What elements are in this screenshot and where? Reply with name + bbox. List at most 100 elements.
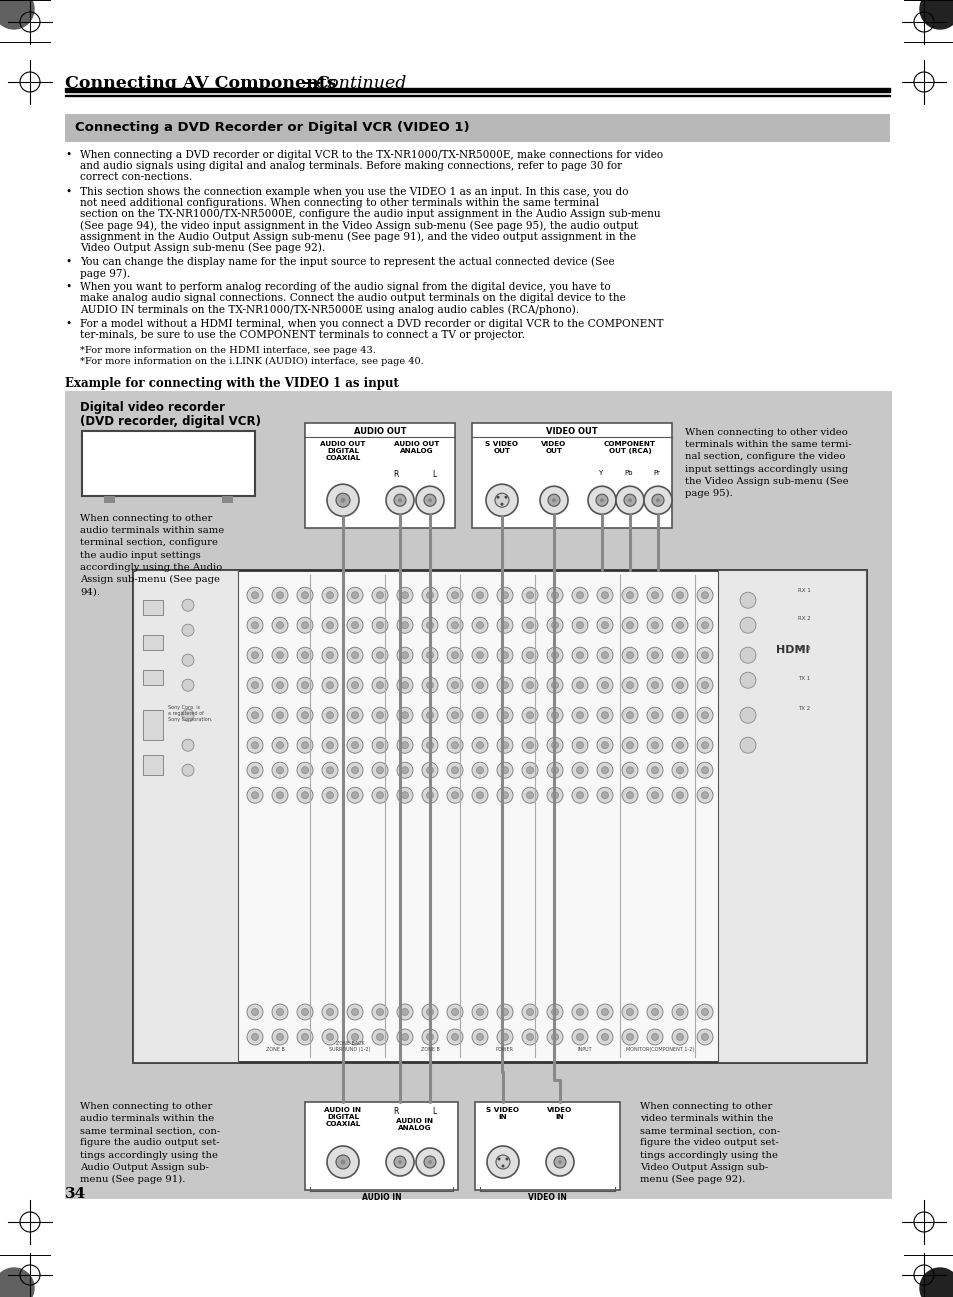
Circle shape <box>347 707 363 724</box>
Circle shape <box>426 1034 433 1040</box>
Text: section on the TX-NR1000/TX-NR5000E, configure the audio input assignment in the: section on the TX-NR1000/TX-NR5000E, con… <box>80 209 659 219</box>
Text: Example for connecting with the VIDEO 1 as input: Example for connecting with the VIDEO 1 … <box>65 377 398 390</box>
Circle shape <box>526 742 533 748</box>
Circle shape <box>671 617 687 633</box>
Circle shape <box>546 588 562 603</box>
Circle shape <box>697 787 712 803</box>
Bar <box>132 571 865 1062</box>
Circle shape <box>401 712 408 719</box>
Circle shape <box>676 1009 682 1016</box>
Circle shape <box>401 591 408 599</box>
Circle shape <box>401 682 408 689</box>
Circle shape <box>416 486 443 514</box>
Circle shape <box>497 1157 500 1161</box>
Text: (DVD recorder, digital VCR): (DVD recorder, digital VCR) <box>80 415 261 428</box>
Circle shape <box>351 1034 358 1040</box>
Circle shape <box>451 742 458 748</box>
Circle shape <box>551 651 558 659</box>
Circle shape <box>326 712 334 719</box>
Circle shape <box>401 742 408 748</box>
Circle shape <box>521 1029 537 1045</box>
Circle shape <box>351 767 358 774</box>
Circle shape <box>326 1034 334 1040</box>
Text: AUDIO OUT
DIGITAL
COAXIAL: AUDIO OUT DIGITAL COAXIAL <box>320 441 365 462</box>
Circle shape <box>526 791 533 799</box>
Circle shape <box>447 588 462 603</box>
Circle shape <box>301 591 308 599</box>
Circle shape <box>276 1009 283 1016</box>
Circle shape <box>496 1156 510 1169</box>
Text: ZONE B: ZONE B <box>265 1047 284 1052</box>
Circle shape <box>572 763 587 778</box>
Circle shape <box>386 1148 414 1176</box>
Circle shape <box>551 712 558 719</box>
Circle shape <box>252 712 258 719</box>
Circle shape <box>521 677 537 693</box>
Circle shape <box>505 1157 508 1161</box>
Circle shape <box>476 767 483 774</box>
Circle shape <box>252 791 258 799</box>
Circle shape <box>451 712 458 719</box>
Circle shape <box>276 712 283 719</box>
Circle shape <box>252 621 258 629</box>
Circle shape <box>272 737 288 754</box>
Circle shape <box>626 712 633 719</box>
Circle shape <box>322 1004 337 1019</box>
Circle shape <box>700 1034 708 1040</box>
Text: assignment in the Audio Output Assign sub-menu (See page 91), and the video outp: assignment in the Audio Output Assign su… <box>80 231 636 243</box>
Circle shape <box>376 712 383 719</box>
Text: TX 2: TX 2 <box>797 706 809 711</box>
Circle shape <box>252 1034 258 1040</box>
Circle shape <box>601 767 608 774</box>
Circle shape <box>421 588 437 603</box>
Text: When connecting to other
audio terminals within same
terminal section, configure: When connecting to other audio terminals… <box>80 514 224 597</box>
Circle shape <box>421 737 437 754</box>
Circle shape <box>247 737 263 754</box>
Circle shape <box>372 647 388 663</box>
Circle shape <box>546 1004 562 1019</box>
Circle shape <box>501 591 508 599</box>
Circle shape <box>572 677 587 693</box>
Text: Video Output Assign sub-menu (See page 92).: Video Output Assign sub-menu (See page 9… <box>80 243 325 253</box>
Circle shape <box>596 494 607 506</box>
Circle shape <box>426 791 433 799</box>
Circle shape <box>558 1160 561 1163</box>
Circle shape <box>526 621 533 629</box>
Circle shape <box>497 737 513 754</box>
Circle shape <box>651 791 658 799</box>
Circle shape <box>421 763 437 778</box>
Text: When connecting a DVD recorder or digital VCR to the TX-NR1000/TX-NR5000E, make : When connecting a DVD recorder or digita… <box>80 150 662 160</box>
Circle shape <box>247 1029 263 1045</box>
Circle shape <box>546 763 562 778</box>
Circle shape <box>296 737 313 754</box>
Circle shape <box>252 1009 258 1016</box>
Circle shape <box>501 1165 504 1167</box>
Circle shape <box>651 712 658 719</box>
Circle shape <box>401 791 408 799</box>
Circle shape <box>576 791 583 799</box>
Circle shape <box>521 707 537 724</box>
Circle shape <box>396 588 413 603</box>
Circle shape <box>601 1009 608 1016</box>
Bar <box>143 601 163 615</box>
Circle shape <box>601 712 608 719</box>
Circle shape <box>521 787 537 803</box>
Circle shape <box>626 791 633 799</box>
Circle shape <box>472 647 488 663</box>
Circle shape <box>272 707 288 724</box>
Circle shape <box>601 651 608 659</box>
Circle shape <box>476 682 483 689</box>
Circle shape <box>576 651 583 659</box>
Text: •: • <box>65 319 71 329</box>
Circle shape <box>497 787 513 803</box>
Text: ZONE B: ZONE B <box>420 1047 439 1052</box>
Circle shape <box>276 791 283 799</box>
Circle shape <box>401 651 408 659</box>
Circle shape <box>551 1009 558 1016</box>
Circle shape <box>0 0 34 29</box>
Circle shape <box>501 651 508 659</box>
Circle shape <box>576 682 583 689</box>
Circle shape <box>252 591 258 599</box>
Circle shape <box>451 767 458 774</box>
Circle shape <box>576 712 583 719</box>
